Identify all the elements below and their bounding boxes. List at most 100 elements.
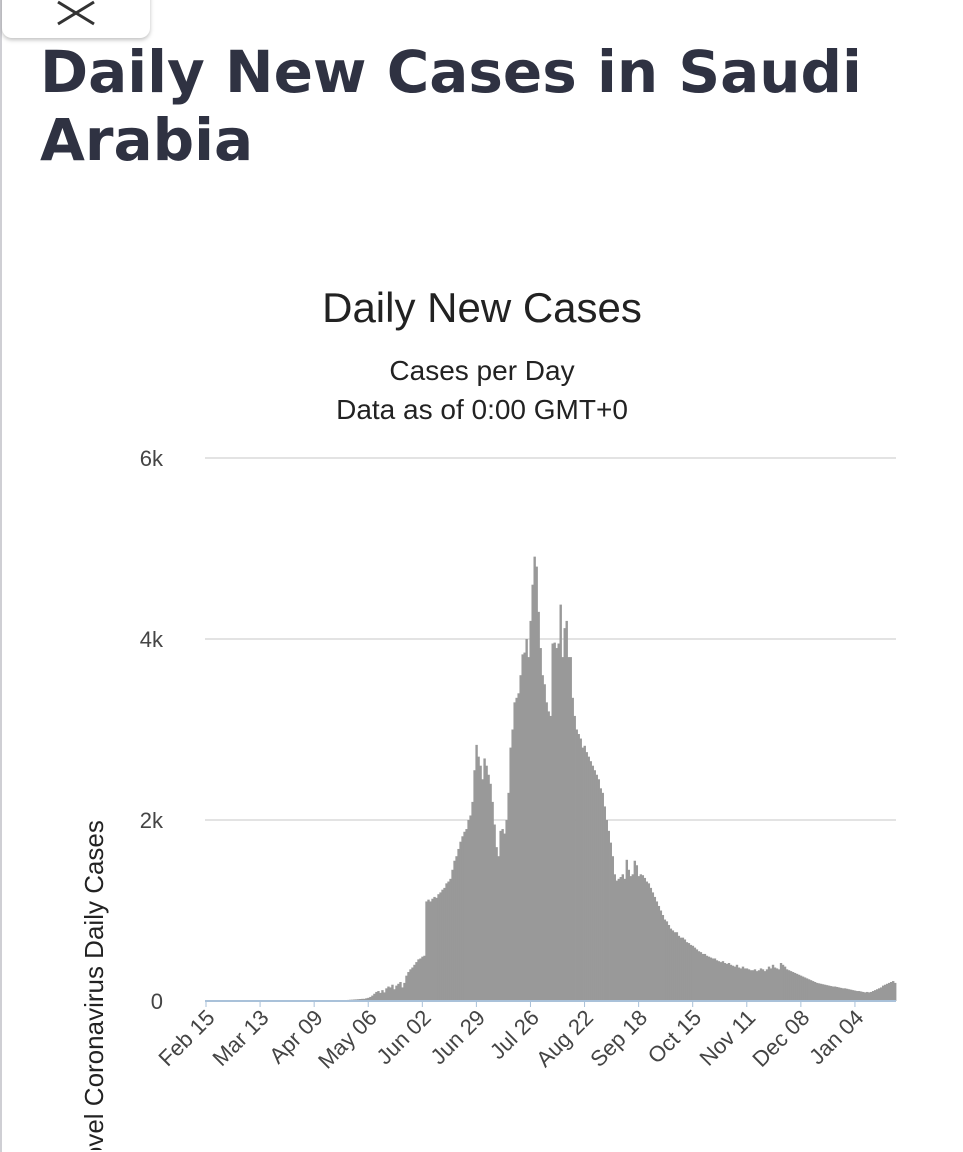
bar — [407, 972, 410, 1001]
bar — [489, 783, 492, 1001]
bar — [755, 971, 759, 1001]
bar — [659, 910, 663, 1001]
bar — [881, 985, 885, 1001]
bar — [649, 887, 653, 1002]
x-tick-label: Jan 04 — [804, 1005, 868, 1069]
y-tick-label: 6k — [140, 446, 164, 471]
bar — [767, 966, 771, 1001]
bar — [417, 959, 420, 1001]
bar — [703, 953, 707, 1001]
bar — [497, 856, 500, 1001]
bar — [889, 982, 893, 1001]
bar — [633, 860, 637, 1001]
bar — [377, 991, 380, 1001]
bar — [717, 961, 721, 1001]
bar — [727, 962, 731, 1001]
bar — [637, 876, 641, 1001]
bar — [753, 969, 757, 1001]
bar — [475, 744, 478, 1001]
bar — [799, 975, 803, 1001]
bar — [729, 964, 733, 1001]
bar — [457, 848, 460, 1001]
bar — [401, 987, 404, 1001]
bar — [793, 972, 797, 1001]
bar — [885, 983, 889, 1001]
bar — [671, 930, 675, 1001]
bar — [873, 990, 877, 1001]
bar — [561, 657, 564, 1001]
bar — [691, 945, 695, 1001]
bar — [681, 937, 685, 1001]
bar — [701, 953, 705, 1001]
bar — [891, 981, 895, 1001]
bar — [849, 989, 853, 1001]
bar — [759, 968, 763, 1001]
bar — [563, 628, 566, 1001]
bar — [385, 988, 388, 1001]
bar — [383, 992, 386, 1001]
bar — [465, 829, 468, 1001]
bar — [589, 761, 592, 1001]
bar — [595, 774, 598, 1001]
bar — [865, 991, 869, 1001]
bar — [413, 964, 416, 1001]
bar — [769, 968, 773, 1001]
bar — [731, 965, 735, 1001]
bar — [791, 972, 795, 1001]
bar — [483, 758, 486, 1001]
bar — [869, 991, 873, 1001]
bar — [505, 820, 508, 1001]
bar — [757, 970, 761, 1001]
bar — [399, 982, 402, 1001]
bar — [605, 820, 608, 1001]
bar — [863, 992, 867, 1001]
bar — [539, 648, 542, 1001]
bar — [485, 765, 488, 1001]
bar — [435, 897, 438, 1001]
bar — [577, 734, 580, 1001]
bar — [811, 981, 815, 1001]
bar — [747, 969, 751, 1001]
bar — [833, 986, 837, 1001]
bar — [673, 932, 677, 1001]
bar — [667, 924, 671, 1001]
bar — [795, 973, 799, 1001]
bar — [445, 883, 448, 1001]
bar — [549, 715, 552, 1001]
bar — [591, 765, 594, 1001]
bar — [395, 985, 398, 1001]
bar — [817, 983, 821, 1001]
bar — [537, 611, 540, 1001]
bar — [871, 991, 875, 1001]
bar — [429, 901, 432, 1001]
chart-title: Daily New Cases — [322, 284, 642, 331]
bar — [481, 779, 484, 1001]
bar — [857, 991, 861, 1001]
bar — [643, 877, 647, 1001]
bar — [419, 958, 422, 1001]
bar — [391, 984, 394, 1001]
bar — [439, 892, 442, 1001]
bar — [721, 961, 725, 1001]
bar — [583, 745, 586, 1001]
bar — [521, 654, 524, 1001]
bar — [545, 702, 548, 1001]
bar — [735, 964, 739, 1001]
bar — [597, 779, 600, 1001]
bar — [765, 969, 769, 1001]
bar — [763, 971, 767, 1001]
x-tick-label: Jun 29 — [426, 1005, 490, 1069]
bar — [525, 639, 528, 1001]
x-tick-label: Dec 08 — [747, 1005, 814, 1072]
bar — [761, 969, 765, 1001]
bar — [557, 643, 560, 1001]
bar — [365, 998, 368, 1001]
bar — [513, 702, 516, 1001]
bar — [547, 711, 550, 1001]
bar — [809, 980, 813, 1001]
bar — [853, 990, 857, 1001]
bar — [531, 584, 534, 1001]
bar — [387, 986, 390, 1001]
close-button[interactable] — [2, 0, 150, 38]
bar — [499, 830, 502, 1001]
